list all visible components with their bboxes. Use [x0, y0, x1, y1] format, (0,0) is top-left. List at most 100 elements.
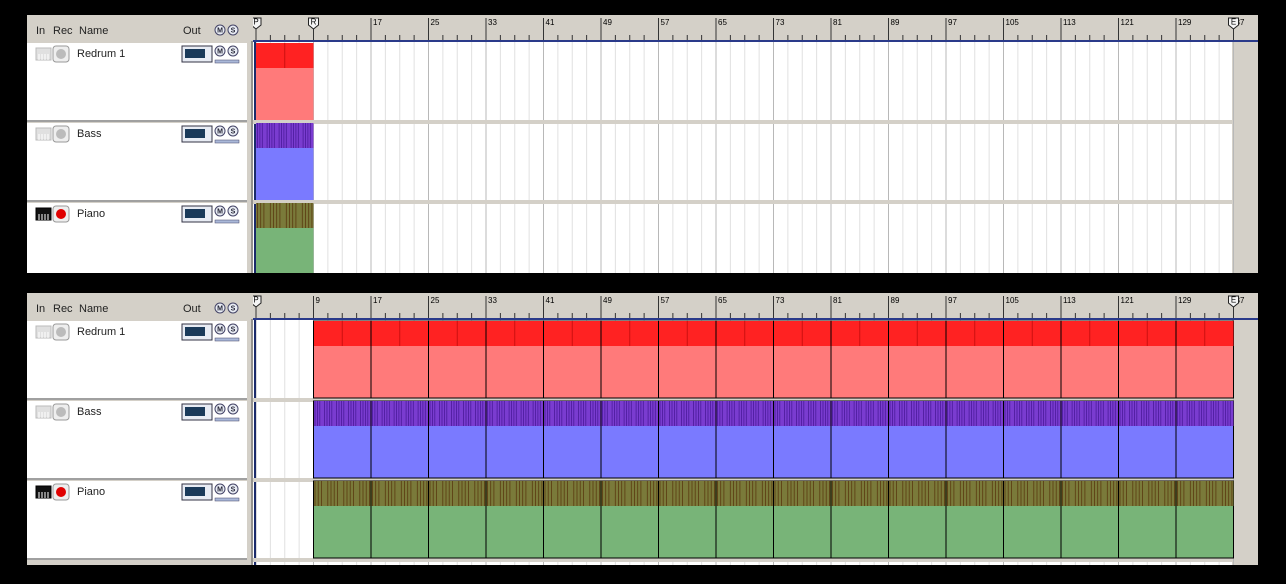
- track-button[interactable]: [214, 483, 226, 495]
- track-button[interactable]: [227, 483, 239, 495]
- midi-input-icon[interactable]: [35, 325, 52, 339]
- header-label: Rec: [53, 303, 73, 315]
- track-lane-separator: [253, 558, 1232, 562]
- track-button[interactable]: [227, 403, 239, 415]
- track-button[interactable]: [227, 45, 239, 57]
- header-button: [227, 302, 239, 314]
- clip-header: [946, 481, 1004, 506]
- locator-marker[interactable]: [1228, 17, 1239, 30]
- header-label: In: [36, 303, 45, 315]
- header-label: In: [36, 25, 45, 37]
- track-button[interactable]: [227, 205, 239, 217]
- track-meter: [214, 139, 240, 144]
- clip-header: [1176, 481, 1234, 506]
- ruler-label: 57: [661, 18, 670, 27]
- ruler-label: 89: [891, 18, 900, 27]
- midi-input-icon[interactable]: [35, 47, 52, 61]
- rec-led: [56, 129, 66, 139]
- track-button[interactable]: [227, 125, 239, 137]
- splitter: [247, 293, 253, 565]
- clip-header: [1118, 481, 1176, 506]
- arrange-area: [253, 42, 1232, 273]
- track-list-header: [27, 293, 247, 319]
- ruler-label: 97: [948, 18, 957, 27]
- track-button[interactable]: [214, 45, 226, 57]
- track-button-label: M: [217, 208, 223, 215]
- clip-header: [313, 481, 371, 506]
- track-name: Piano: [77, 486, 105, 498]
- ruler-label: 105: [1006, 296, 1020, 305]
- ruler-label: 49: [603, 296, 612, 305]
- clip-header: [371, 401, 429, 426]
- track-list-header: [27, 15, 247, 41]
- clip-header: [831, 401, 889, 426]
- right-margin: [1232, 42, 1258, 273]
- clip-header: [658, 481, 716, 506]
- track-button-label: S: [231, 326, 236, 333]
- track-button-label: M: [217, 48, 223, 55]
- output-display: [185, 487, 205, 496]
- clip-header: [773, 481, 831, 506]
- ruler: [253, 295, 1258, 319]
- header-label: Out: [183, 303, 201, 315]
- splitter: [247, 15, 253, 273]
- track-button[interactable]: [214, 403, 226, 415]
- ruler-label: 41: [546, 18, 555, 27]
- sequencer-panel: In Rec Name Out M S 17 25 33 41 49 57 65 73 81 89 97 105 1…: [27, 15, 1258, 273]
- track-button-label: S: [231, 48, 236, 55]
- midi-input-icon[interactable]: [35, 485, 52, 499]
- sequencer-panel: In Rec Name Out M S 9 17 25 33 41 49 57 65 73 81 89 97 105…: [27, 293, 1258, 565]
- midi-input-icon[interactable]: [35, 127, 52, 141]
- clip-header: [1003, 481, 1061, 506]
- clip-header: [313, 401, 371, 426]
- header-button: [227, 24, 239, 36]
- track-meter: [214, 417, 240, 422]
- midi-input-icon[interactable]: [35, 405, 52, 419]
- header-button: [214, 24, 226, 36]
- track-name: Redrum 1: [77, 326, 125, 338]
- ruler-label: 65: [718, 18, 727, 27]
- ruler-label: 25: [431, 296, 440, 305]
- track-meter: [214, 497, 240, 502]
- ruler-label: 97: [948, 296, 957, 305]
- locator-marker[interactable]: [1228, 295, 1239, 308]
- locator-marker[interactable]: [308, 17, 319, 30]
- midi-input-icon[interactable]: [35, 207, 52, 221]
- clip-header: [1176, 401, 1234, 426]
- track-lane-separator: [253, 478, 1232, 482]
- header-button-label: M: [217, 305, 223, 312]
- track-lane-separator: [253, 120, 1232, 124]
- ruler-label: 113: [1063, 296, 1076, 305]
- ruler-label: 65: [718, 296, 727, 305]
- output-display: [185, 129, 205, 138]
- clip-header: [658, 401, 716, 426]
- rec-led: [56, 327, 66, 337]
- locator-label: P: [253, 296, 258, 305]
- track-name: Bass: [77, 128, 102, 140]
- ruler-label: 9: [316, 296, 321, 305]
- ruler-label: 37: [1236, 296, 1245, 305]
- track-name: Bass: [77, 406, 102, 418]
- track-button[interactable]: [227, 323, 239, 335]
- clip-header: [601, 481, 659, 506]
- header-label: Rec: [53, 25, 73, 37]
- ruler-label: 73: [776, 18, 785, 27]
- track-button[interactable]: [214, 125, 226, 137]
- track-button[interactable]: [214, 323, 226, 335]
- clip-header: [428, 481, 486, 506]
- rec-led: [56, 209, 66, 219]
- track-button-label: M: [217, 486, 223, 493]
- clip-header: [543, 401, 601, 426]
- track-meter: [214, 219, 240, 224]
- clip-header: [888, 401, 946, 426]
- right-margin: [1232, 320, 1258, 565]
- ruler-label: 37: [1236, 18, 1245, 27]
- output-display: [185, 327, 205, 336]
- track-meter: [214, 59, 240, 64]
- track-lane-separator: [253, 200, 1232, 204]
- header-label: Name: [79, 303, 108, 315]
- track-button[interactable]: [214, 205, 226, 217]
- ruler-label: 105: [1006, 18, 1020, 27]
- output-display: [185, 209, 205, 218]
